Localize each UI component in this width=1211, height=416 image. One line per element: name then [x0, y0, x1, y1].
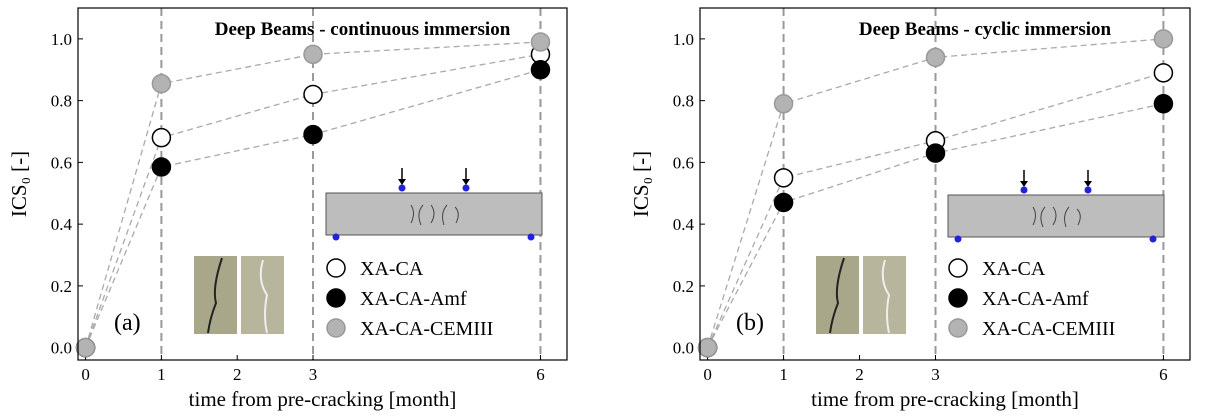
legend-label: XA-CA: [360, 258, 424, 280]
series-line: [84, 41, 541, 348]
crack-sketch: [410, 204, 459, 226]
legend-marker: [326, 288, 346, 308]
support: [398, 184, 406, 192]
legend-marker: [326, 318, 346, 338]
x-axis-label: time from pre-cracking [month]: [189, 387, 457, 411]
x-axis-label: time from pre-cracking [month]: [811, 387, 1079, 411]
y-tick-label: 0.6: [51, 153, 72, 172]
marker: [773, 93, 794, 114]
support: [1084, 186, 1092, 194]
x-tick-label: 2: [233, 365, 242, 384]
x-tick-label: 6: [1159, 365, 1168, 384]
crack-photo: [241, 256, 284, 334]
x-tick-label: 3: [309, 365, 318, 384]
marker: [925, 143, 946, 163]
marker: [1153, 93, 1174, 114]
marker: [151, 157, 172, 177]
crack-line: [829, 257, 845, 334]
marker: [925, 47, 946, 68]
y-tick-label: 0.4: [51, 215, 73, 234]
marker: [151, 73, 172, 94]
load-arrow-head: [1020, 181, 1028, 187]
y-axis-label: ICS₀ [-]: [7, 151, 31, 217]
panel: 0.0 0.2 0.4 0.6 0.8 1.0 0 1 2 3 6 XA-CA XA-CA-Amf XA-…: [7, 7, 568, 411]
y-tick-label: 0.2: [673, 277, 694, 296]
y-tick-label: 0.2: [51, 277, 72, 296]
y-axis-label: ICS₀ [-]: [629, 151, 653, 217]
marker: [773, 192, 794, 213]
support: [954, 235, 962, 243]
panel: 0.0 0.2 0.4 0.6 0.8 1.0 0 1 2 3 6 XA-CA XA-CA-Amf XA-…: [629, 7, 1191, 411]
marker: [1153, 63, 1174, 83]
marker: [697, 337, 718, 358]
series-line: [706, 38, 1164, 348]
legend-marker: [326, 258, 346, 278]
legend-label: XA-CA-CEMIII: [360, 318, 493, 340]
y-tick-label: 0.6: [673, 153, 694, 172]
marker: [75, 337, 96, 358]
series-line: [84, 53, 541, 348]
crack-sketch: [1032, 206, 1081, 228]
crack-line: [207, 257, 223, 334]
y-tick-label: 0.0: [673, 339, 694, 358]
support: [1149, 235, 1157, 243]
x-tick-label: 2: [855, 365, 864, 384]
panel-label: (b): [736, 310, 764, 336]
panel-label: (a): [114, 310, 141, 336]
y-tick-label: 0.4: [673, 215, 695, 234]
y-tick-label: 0.0: [51, 339, 72, 358]
x-tick-label: 6: [536, 365, 545, 384]
legend-marker: [948, 288, 968, 308]
load-arrow-head: [398, 179, 406, 185]
crack-line: [881, 259, 891, 334]
marker: [303, 44, 323, 65]
legend-label: XA-CA: [982, 258, 1046, 280]
legend-label: XA-CA-CEMIII: [982, 318, 1115, 340]
y-tick-label: 0.8: [673, 92, 694, 111]
y-tick-label: 0.8: [51, 92, 72, 111]
marker: [303, 124, 323, 145]
marker: [530, 60, 551, 80]
crack-photo: [863, 256, 906, 334]
plot-frame: [77, 7, 568, 361]
chart-title: Deep Beams - cyclic immersion: [859, 19, 1112, 40]
x-tick-label: 0: [703, 365, 712, 384]
plot-frame: [699, 7, 1191, 361]
x-tick-label: 1: [157, 365, 166, 384]
x-tick-label: 1: [779, 365, 788, 384]
crack-line: [259, 259, 269, 334]
support: [462, 184, 470, 192]
legend-label: XA-CA-Amf: [360, 288, 467, 310]
marker: [773, 168, 794, 188]
y-tick-label: 1.0: [673, 30, 694, 49]
marker: [151, 127, 172, 148]
x-tick-label: 0: [81, 365, 90, 384]
legend-label: XA-CA-Amf: [982, 288, 1089, 310]
legend-marker: [948, 258, 968, 278]
support: [1020, 186, 1028, 194]
series-line: [707, 103, 1164, 348]
marker: [303, 84, 323, 105]
load-arrow-head: [1084, 181, 1092, 187]
y-tick-label: 1.0: [51, 30, 72, 49]
support: [527, 233, 535, 241]
series-line: [84, 69, 541, 348]
marker: [530, 32, 551, 52]
load-arrow-head: [462, 179, 470, 185]
support: [332, 233, 340, 241]
series-line: [707, 72, 1164, 348]
legend-marker: [948, 318, 968, 338]
chart-title: Deep Beams - continuous immersion: [215, 19, 511, 40]
x-tick-label: 3: [931, 365, 940, 384]
marker: [1153, 29, 1174, 49]
